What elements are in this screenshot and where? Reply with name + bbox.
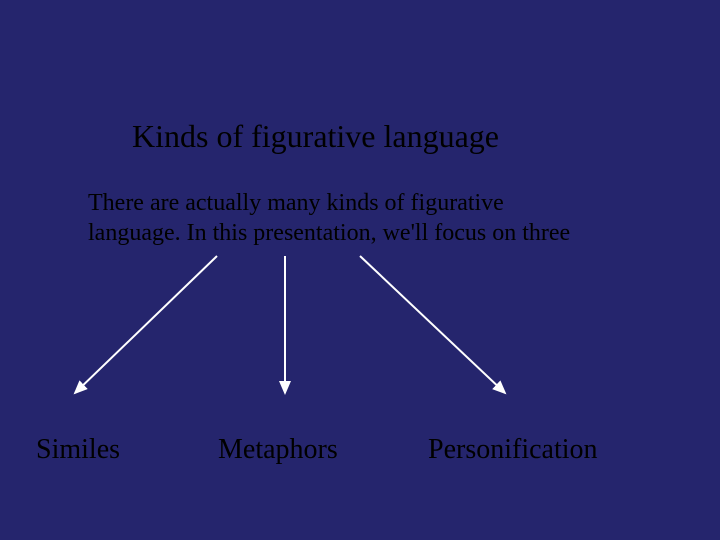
arrow-left [75,256,217,393]
label-similes: Similes [36,434,120,466]
slide: Kinds of figurative language There are a… [0,0,720,540]
arrow-right [360,256,505,393]
label-metaphors: Metaphors [218,434,338,466]
label-personification: Personification [428,434,598,466]
